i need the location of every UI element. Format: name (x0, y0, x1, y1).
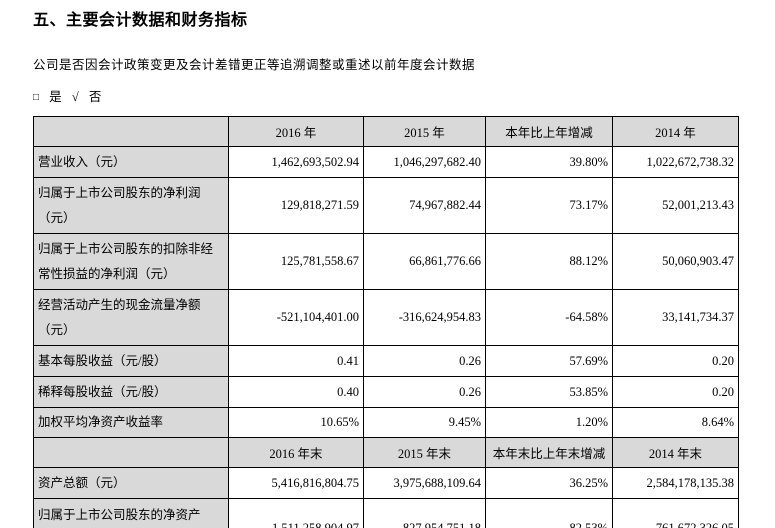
value-cell: 0.26 (363, 376, 486, 408)
value-cell: 52,001,213.43 (612, 177, 739, 234)
value-cell: 10.65% (228, 407, 364, 438)
value-cell: 33,141,734.37 (612, 289, 739, 346)
row-label-cell: 归属于上市公司股东的净利润（元） (33, 177, 229, 234)
table-row-weighted-avg-roe: 加权平均净资产收益率 10.65% 9.45% 1.20% 8.64% (33, 407, 739, 438)
value-cell: 125,781,558.67 (228, 233, 364, 290)
row-label-cell: 经营活动产生的现金流量净额（元） (33, 289, 229, 346)
value-cell: 57.69% (485, 345, 613, 377)
table-row-revenue: 营业收入（元） 1,462,693,502.94 1,046,297,682.4… (33, 146, 739, 178)
header-cell-2015-end: 2015 年末 (363, 437, 486, 468)
row-label-cell: 基本每股收益（元/股） (33, 345, 229, 377)
value-cell: 1,462,693,502.94 (228, 146, 364, 178)
value-cell: 5,416,816,804.75 (228, 467, 364, 499)
table-row-operating-cash-flow: 经营活动产生的现金流量净额（元） -521,104,401.00 -316,62… (33, 289, 739, 346)
table-header-row-point: 2016 年末 2015 年末 本年末比上年末增减 2014 年末 (33, 437, 739, 468)
row-label-cell: 加权平均净资产收益率 (33, 407, 229, 438)
value-cell: 73.17% (485, 177, 613, 234)
value-cell: 50,060,903.47 (612, 233, 739, 290)
row-label-cell: 归属于上市公司股东的净资产（元） (33, 498, 229, 528)
row-label-cell: 稀释每股收益（元/股） (33, 376, 229, 408)
value-cell: -64.58% (485, 289, 613, 346)
value-cell: 0.40 (228, 376, 364, 408)
header-cell-2014: 2014 年 (612, 116, 739, 147)
value-cell: 82.53% (485, 498, 613, 528)
header-cell-yoy-change: 本年比上年增减 (485, 116, 613, 147)
value-cell: 9.45% (363, 407, 486, 438)
label-no: 否 (88, 90, 102, 104)
value-cell: 39.80% (485, 146, 613, 178)
value-cell: 761,672,326.05 (612, 498, 739, 528)
header-cell-blank (33, 437, 229, 468)
value-cell: 2,584,178,135.38 (612, 467, 739, 499)
value-cell: 1,511,258,904.97 (228, 498, 364, 528)
row-label-cell: 营业收入（元） (33, 146, 229, 178)
table-row-total-assets: 资产总额（元） 5,416,816,804.75 3,975,688,109.6… (33, 467, 739, 499)
value-cell: 129,818,271.59 (228, 177, 364, 234)
page-title: 五、主要会计数据和财务指标 (33, 10, 248, 29)
value-cell: 0.20 (612, 376, 739, 408)
value-cell: -316,624,954.83 (363, 289, 486, 346)
value-cell: 53.85% (485, 376, 613, 408)
row-label-cell: 资产总额（元） (33, 467, 229, 499)
value-cell: 827,954,751.18 (363, 498, 486, 528)
table-row-net-assets: 归属于上市公司股东的净资产（元） 1,511,258,904.97 827,95… (33, 498, 739, 528)
value-cell: 88.12% (485, 233, 613, 290)
value-cell: 0.20 (612, 345, 739, 377)
header-cell-2016: 2016 年 (228, 116, 364, 147)
header-cell-yoy-end-change: 本年末比上年末增减 (485, 437, 613, 468)
value-cell: 3,975,688,109.64 (363, 467, 486, 499)
row-label-cell: 归属于上市公司股东的扣除非经常性损益的净利润（元） (33, 233, 229, 290)
value-cell: 1.20% (485, 407, 613, 438)
value-cell: 36.25% (485, 467, 613, 499)
table-row-net-profit: 归属于上市公司股东的净利润（元） 129,818,271.59 74,967,8… (33, 177, 739, 234)
header-cell-2016-end: 2016 年末 (228, 437, 364, 468)
header-cell-blank (33, 116, 229, 147)
yes-no-selector: □ 是 √ 否 (33, 86, 775, 105)
value-cell: 8.64% (612, 407, 739, 438)
table-header-row-period: 2016 年 2015 年 本年比上年增减 2014 年 (33, 116, 739, 147)
financial-indicators-table: 2016 年 2015 年 本年比上年增减 2014 年 营业收入（元） 1,4… (33, 116, 739, 528)
value-cell: 0.41 (228, 345, 364, 377)
table-row-basic-eps: 基本每股收益（元/股） 0.41 0.26 57.69% 0.20 (33, 345, 739, 377)
value-cell: 74,967,882.44 (363, 177, 486, 234)
header-cell-2014-end: 2014 年末 (612, 437, 739, 468)
value-cell: 0.26 (363, 345, 486, 377)
value-cell: 1,022,672,738.32 (612, 146, 739, 178)
checkbox-unchecked-icon: □ (33, 92, 40, 103)
value-cell: 66,861,776.66 (363, 233, 486, 290)
restatement-note: 公司是否因会计政策变更及会计差错更正等追溯调整或重述以前年度会计数据 (33, 58, 476, 72)
value-cell: 1,046,297,682.40 (363, 146, 486, 178)
label-yes: 是 (49, 90, 62, 104)
value-cell: -521,104,401.00 (228, 289, 364, 346)
table-row-net-profit-excl-nonrecurring: 归属于上市公司股东的扣除非经常性损益的净利润（元） 125,781,558.67… (33, 233, 739, 290)
checkmark-icon: √ (71, 90, 79, 104)
table-row-diluted-eps: 稀释每股收益（元/股） 0.40 0.26 53.85% 0.20 (33, 376, 739, 408)
header-cell-2015: 2015 年 (363, 116, 486, 147)
